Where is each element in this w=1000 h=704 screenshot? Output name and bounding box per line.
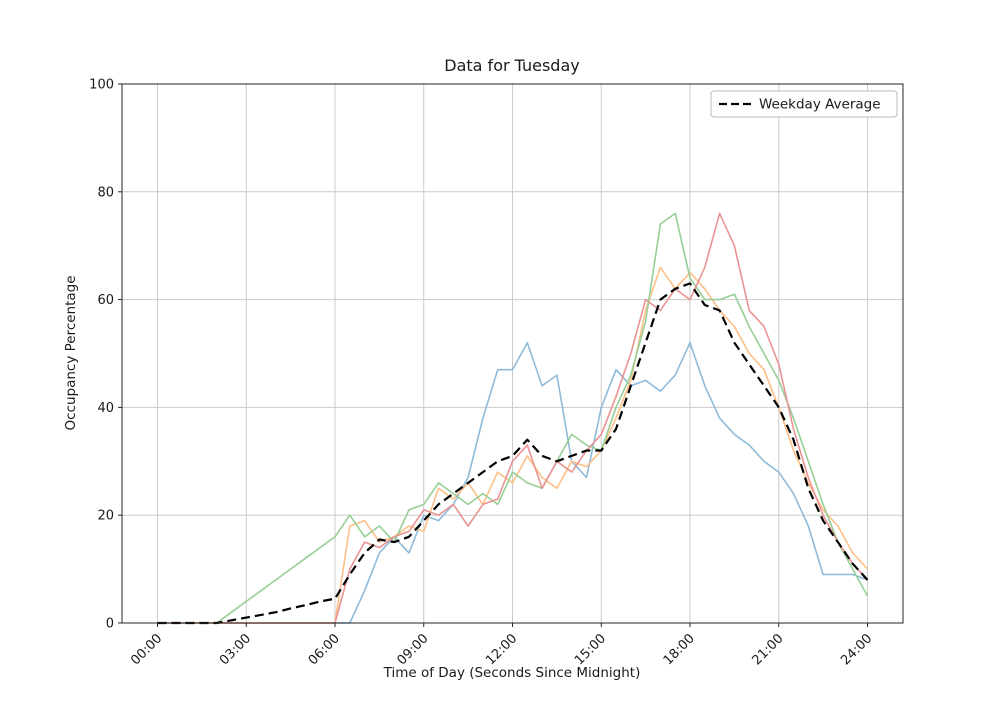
x-tick-label: 18:00 — [661, 631, 698, 668]
x-tick-label: 24:00 — [838, 631, 875, 668]
x-tick-label: 00:00 — [128, 631, 165, 668]
x-tick-label: 12:00 — [483, 631, 520, 668]
y-tick-label: 80 — [97, 185, 114, 200]
day-line-green — [157, 212, 869, 624]
y-axis-label: Occupancy Percentage — [63, 275, 79, 430]
y-tick-label: 40 — [97, 401, 114, 416]
x-tick-label: 15:00 — [572, 631, 609, 668]
legend-label: Weekday Average — [759, 97, 881, 113]
legend: Weekday Average — [710, 90, 898, 118]
x-tick-label: 06:00 — [306, 631, 343, 668]
y-tick-label: 20 — [97, 509, 114, 524]
x-tick-label: 03:00 — [217, 631, 254, 668]
y-tick-label: 0 — [106, 617, 114, 632]
y-tick-label: 60 — [97, 293, 114, 308]
grid-lines — [122, 83, 903, 624]
x-tick-label: 09:00 — [394, 631, 431, 668]
y-tick-label: 100 — [89, 78, 114, 93]
x-tick-label: 21:00 — [749, 631, 786, 668]
legend-box — [710, 90, 898, 118]
weekday-average-line — [157, 282, 869, 625]
chart-title: Data for Tuesday — [444, 56, 579, 75]
x-axis-label: Time of Day (Seconds Since Midnight) — [383, 665, 641, 681]
